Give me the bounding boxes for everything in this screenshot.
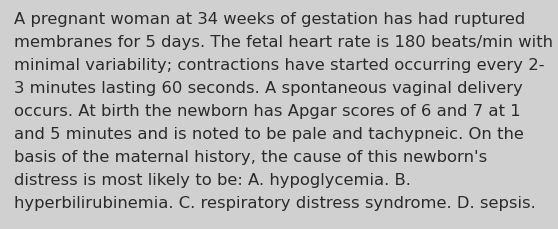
- Text: minimal variability; contractions have started occurring every 2-: minimal variability; contractions have s…: [14, 58, 545, 73]
- Text: 3 minutes lasting 60 seconds. A spontaneous vaginal delivery: 3 minutes lasting 60 seconds. A spontane…: [14, 81, 523, 95]
- Text: membranes for 5 days. The fetal heart rate is 180 beats/min with: membranes for 5 days. The fetal heart ra…: [14, 35, 553, 50]
- Text: and 5 minutes and is noted to be pale and tachypneic. On the: and 5 minutes and is noted to be pale an…: [14, 126, 524, 141]
- Text: distress is most likely to be: A. hypoglycemia. B.: distress is most likely to be: A. hypogl…: [14, 172, 411, 187]
- Text: basis of the maternal history, the cause of this newborn's: basis of the maternal history, the cause…: [14, 149, 487, 164]
- Text: occurs. At birth the newborn has Apgar scores of 6 and 7 at 1: occurs. At birth the newborn has Apgar s…: [14, 104, 521, 118]
- Text: hyperbilirubinemia. C. respiratory distress syndrome. D. sepsis.: hyperbilirubinemia. C. respiratory distr…: [14, 195, 536, 210]
- Text: A pregnant woman at 34 weeks of gestation has had ruptured: A pregnant woman at 34 weeks of gestatio…: [14, 12, 525, 27]
